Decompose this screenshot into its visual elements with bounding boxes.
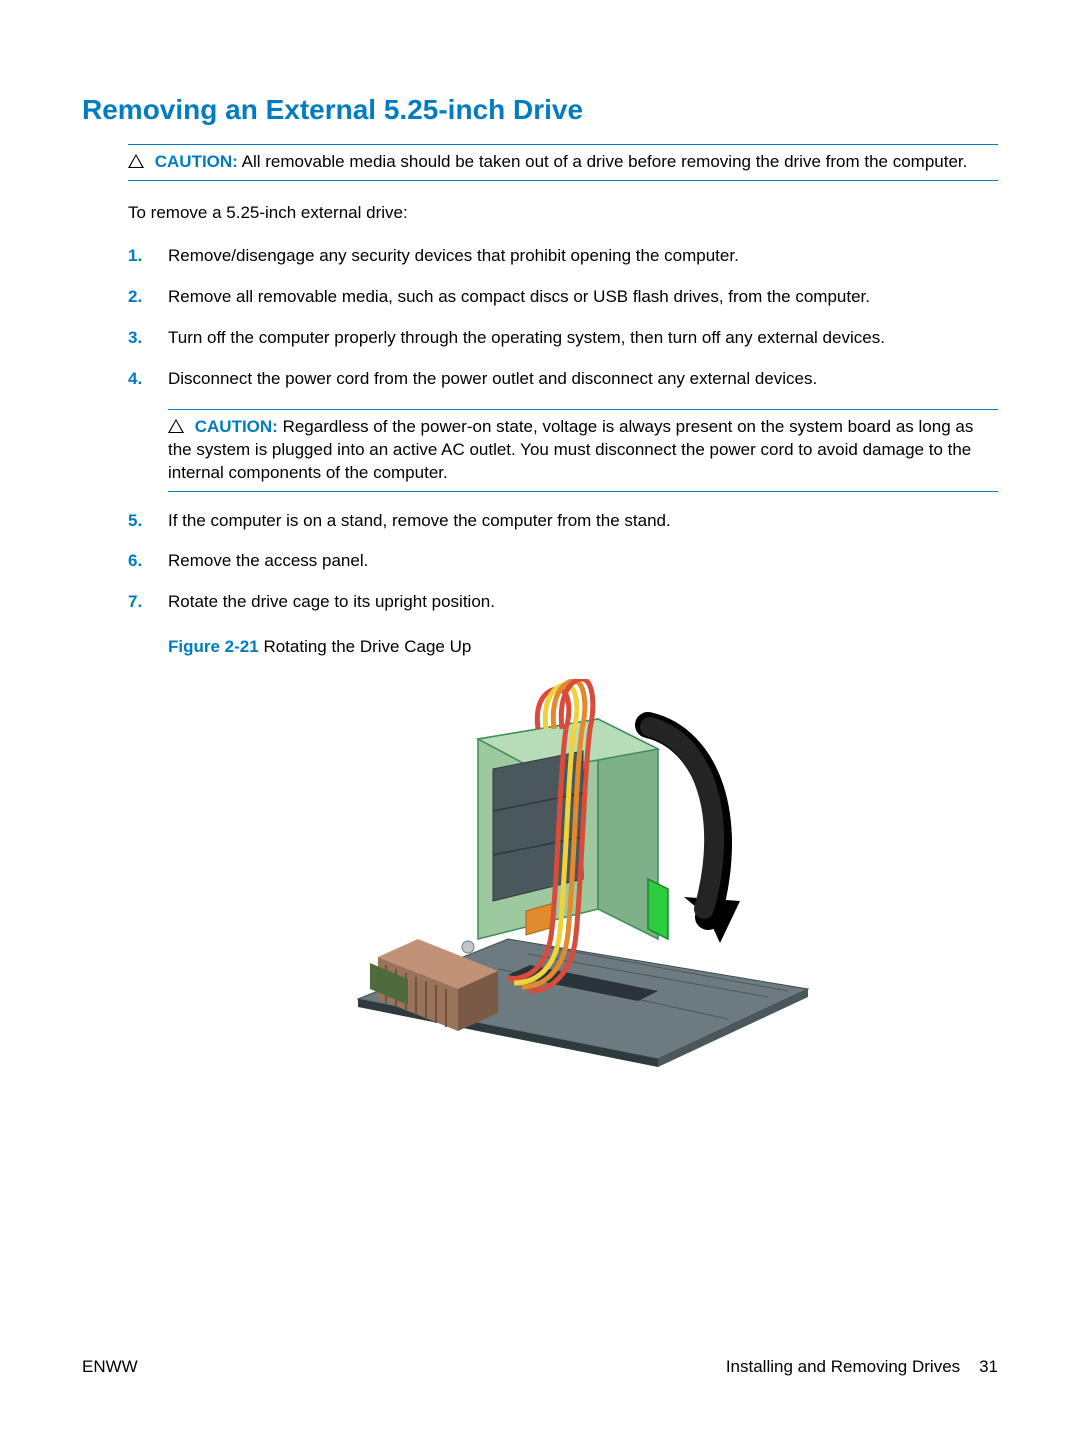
- step-item: 2. Remove all removable media, such as c…: [128, 286, 998, 309]
- footer-left: ENWW: [82, 1357, 138, 1377]
- caution-text: Regardless of the power-on state, voltag…: [168, 417, 973, 482]
- figure-label: Figure 2-21: [168, 637, 259, 656]
- footer-right: Installing and Removing Drives 31: [726, 1357, 998, 1377]
- step-text: Remove/disengage any security devices th…: [168, 245, 998, 268]
- step-item: 7. Rotate the drive cage to its upright …: [128, 591, 998, 1069]
- step-item: 4. Disconnect the power cord from the po…: [128, 368, 998, 391]
- step-number: 5.: [128, 510, 168, 533]
- step-item: 6. Remove the access panel.: [128, 550, 998, 573]
- step-text: Remove all removable media, such as comp…: [168, 286, 998, 309]
- step-number: 6.: [128, 550, 168, 573]
- page-title: Removing an External 5.25-inch Drive: [82, 94, 998, 126]
- step-list: 1. Remove/disengage any security devices…: [128, 245, 998, 1069]
- caution-icon: [168, 419, 184, 433]
- caution-text: All removable media should be taken out …: [242, 152, 968, 171]
- figure-illustration: [348, 679, 818, 1069]
- page-footer: ENWW Installing and Removing Drives 31: [82, 1357, 998, 1377]
- footer-page-number: 31: [979, 1357, 998, 1376]
- step-text: Turn off the computer properly through t…: [168, 327, 998, 350]
- caution-block-2: CAUTION: Regardless of the power-on stat…: [168, 409, 998, 492]
- intro-text: To remove a 5.25-inch external drive:: [128, 203, 998, 223]
- caution-icon: [128, 154, 144, 168]
- footer-section-title: Installing and Removing Drives: [726, 1357, 960, 1376]
- step-text: Disconnect the power cord from the power…: [168, 368, 998, 391]
- step-number: 2.: [128, 286, 168, 309]
- step-text: Remove the access panel.: [168, 550, 998, 573]
- step-number: 1.: [128, 245, 168, 268]
- step-text: Rotate the drive cage to its upright pos…: [168, 591, 998, 614]
- caution-label: CAUTION:: [195, 417, 278, 436]
- step-item: 3. Turn off the computer properly throug…: [128, 327, 998, 350]
- caution-label: CAUTION:: [155, 152, 238, 171]
- step-item: 5. If the computer is on a stand, remove…: [128, 510, 998, 533]
- step-number: 7.: [128, 591, 168, 1069]
- caution-block-1: CAUTION: All removable media should be t…: [128, 144, 998, 181]
- step-number: 3.: [128, 327, 168, 350]
- step-text: If the computer is on a stand, remove th…: [168, 510, 998, 533]
- figure-caption-text: Rotating the Drive Cage Up: [263, 637, 471, 656]
- step-number: 4.: [128, 368, 168, 391]
- step-item: 1. Remove/disengage any security devices…: [128, 245, 998, 268]
